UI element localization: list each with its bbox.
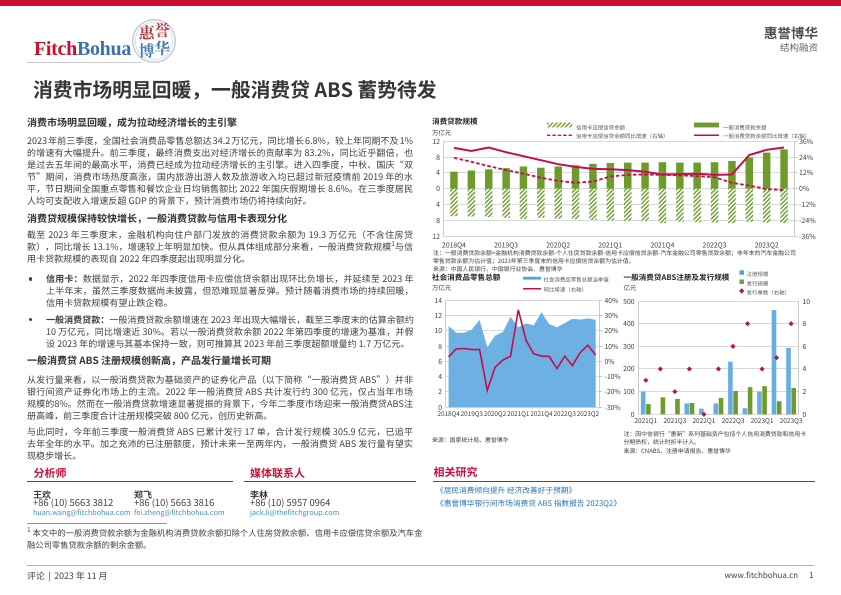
svg-text:6: 6 (803, 341, 807, 351)
svg-text:同比增速（右轴）: 同比增速（右轴） (544, 285, 588, 293)
svg-text:2018Q4: 2018Q4 (442, 240, 466, 250)
svg-text:2023Q1: 2023Q1 (751, 415, 774, 425)
svg-text:2023Q3: 2023Q3 (780, 415, 803, 425)
svg-text:100: 100 (623, 386, 635, 396)
svg-text:12: 12 (432, 232, 440, 242)
svg-text:24%: 24% (799, 153, 814, 163)
svg-text:2019Q3: 2019Q3 (461, 409, 484, 418)
svg-text:8: 8 (438, 341, 442, 351)
svg-text:博: 博 (139, 39, 155, 62)
svg-text:8: 8 (436, 216, 440, 226)
svg-text:誉: 誉 (154, 18, 170, 41)
svg-text:0: 0 (803, 409, 807, 419)
svg-text:2020Q2: 2020Q2 (546, 240, 570, 250)
svg-text:2019Q3: 2019Q3 (494, 240, 518, 250)
svg-text:0%: 0% (799, 184, 810, 194)
svg-text:8: 8 (803, 318, 807, 328)
svg-text:2022Q1: 2022Q1 (692, 415, 715, 425)
svg-text:200: 200 (623, 363, 635, 373)
svg-text:2021Q4: 2021Q4 (650, 240, 674, 250)
svg-text:信用卡应偿信贷余额: 信用卡应偿信贷余额 (576, 123, 626, 131)
svg-text:12: 12 (432, 137, 440, 147)
svg-text:8: 8 (436, 153, 440, 163)
svg-text:4: 4 (438, 371, 442, 381)
svg-text:14: 14 (434, 295, 442, 305)
svg-text:2022Q3: 2022Q3 (554, 409, 577, 418)
svg-text:-10%: -10% (605, 371, 621, 381)
svg-text:2021Q1: 2021Q1 (507, 409, 530, 418)
svg-text:-12%: -12% (799, 200, 816, 210)
svg-text:发行规模: 发行规模 (747, 279, 769, 287)
svg-text:0: 0 (436, 184, 440, 194)
svg-text:0: 0 (631, 409, 635, 419)
svg-text:惠: 惠 (139, 21, 157, 44)
svg-text:2021Q3: 2021Q3 (663, 415, 686, 425)
svg-text:2021Q4: 2021Q4 (530, 409, 553, 418)
svg-text:-36%: -36% (799, 232, 816, 242)
svg-text:一般消费贷款余额同比增速（右轴）: 一般消费贷款余额同比增速（右轴） (723, 132, 810, 140)
svg-text:华: 华 (154, 36, 170, 59)
svg-text:40%: 40% (605, 295, 619, 305)
svg-text:2020Q2: 2020Q2 (484, 409, 507, 418)
svg-text:2022Q3: 2022Q3 (703, 240, 727, 250)
svg-text:4: 4 (436, 168, 440, 178)
svg-text:6: 6 (438, 356, 442, 366)
svg-text:12: 12 (434, 310, 442, 320)
svg-text:500: 500 (623, 296, 635, 306)
svg-text:12%: 12% (799, 168, 814, 178)
svg-text:0%: 0% (605, 356, 615, 366)
svg-text:2021Q1: 2021Q1 (598, 240, 622, 250)
svg-text:2023Q2: 2023Q2 (755, 240, 779, 250)
svg-text:2022Q3: 2022Q3 (722, 415, 745, 425)
svg-text:2021Q1: 2021Q1 (634, 415, 657, 425)
svg-text:注册规模: 注册规模 (747, 270, 769, 278)
svg-text:2: 2 (803, 386, 807, 396)
svg-text:4: 4 (803, 363, 807, 373)
svg-text:-24%: -24% (799, 216, 816, 226)
svg-text:30%: 30% (605, 310, 619, 320)
svg-text:20%: 20% (605, 325, 619, 335)
svg-text:-30%: -30% (605, 402, 621, 412)
svg-text:社会消费品零售总额当季值: 社会消费品零售总额当季值 (544, 275, 610, 283)
svg-text:-20%: -20% (605, 386, 621, 396)
svg-text:36%: 36% (799, 137, 814, 147)
svg-text:2023Q2: 2023Q2 (577, 409, 600, 418)
svg-text:10: 10 (434, 325, 442, 335)
svg-text:0: 0 (438, 402, 442, 412)
svg-text:400: 400 (623, 318, 635, 328)
svg-text:发行单数（右轴）: 发行单数（右轴） (747, 289, 791, 297)
svg-text:10%: 10% (605, 341, 619, 351)
svg-text:10: 10 (803, 296, 811, 306)
svg-text:4: 4 (436, 200, 440, 210)
svg-text:2018Q4: 2018Q4 (437, 409, 460, 418)
svg-text:一般消费贷款余额: 一般消费贷款余额 (723, 123, 767, 131)
svg-text:300: 300 (623, 341, 635, 351)
svg-text:2: 2 (438, 386, 442, 396)
svg-text:信用卡应偿信贷余额同比增速（右轴）: 信用卡应偿信贷余额同比增速（右轴） (576, 132, 668, 140)
